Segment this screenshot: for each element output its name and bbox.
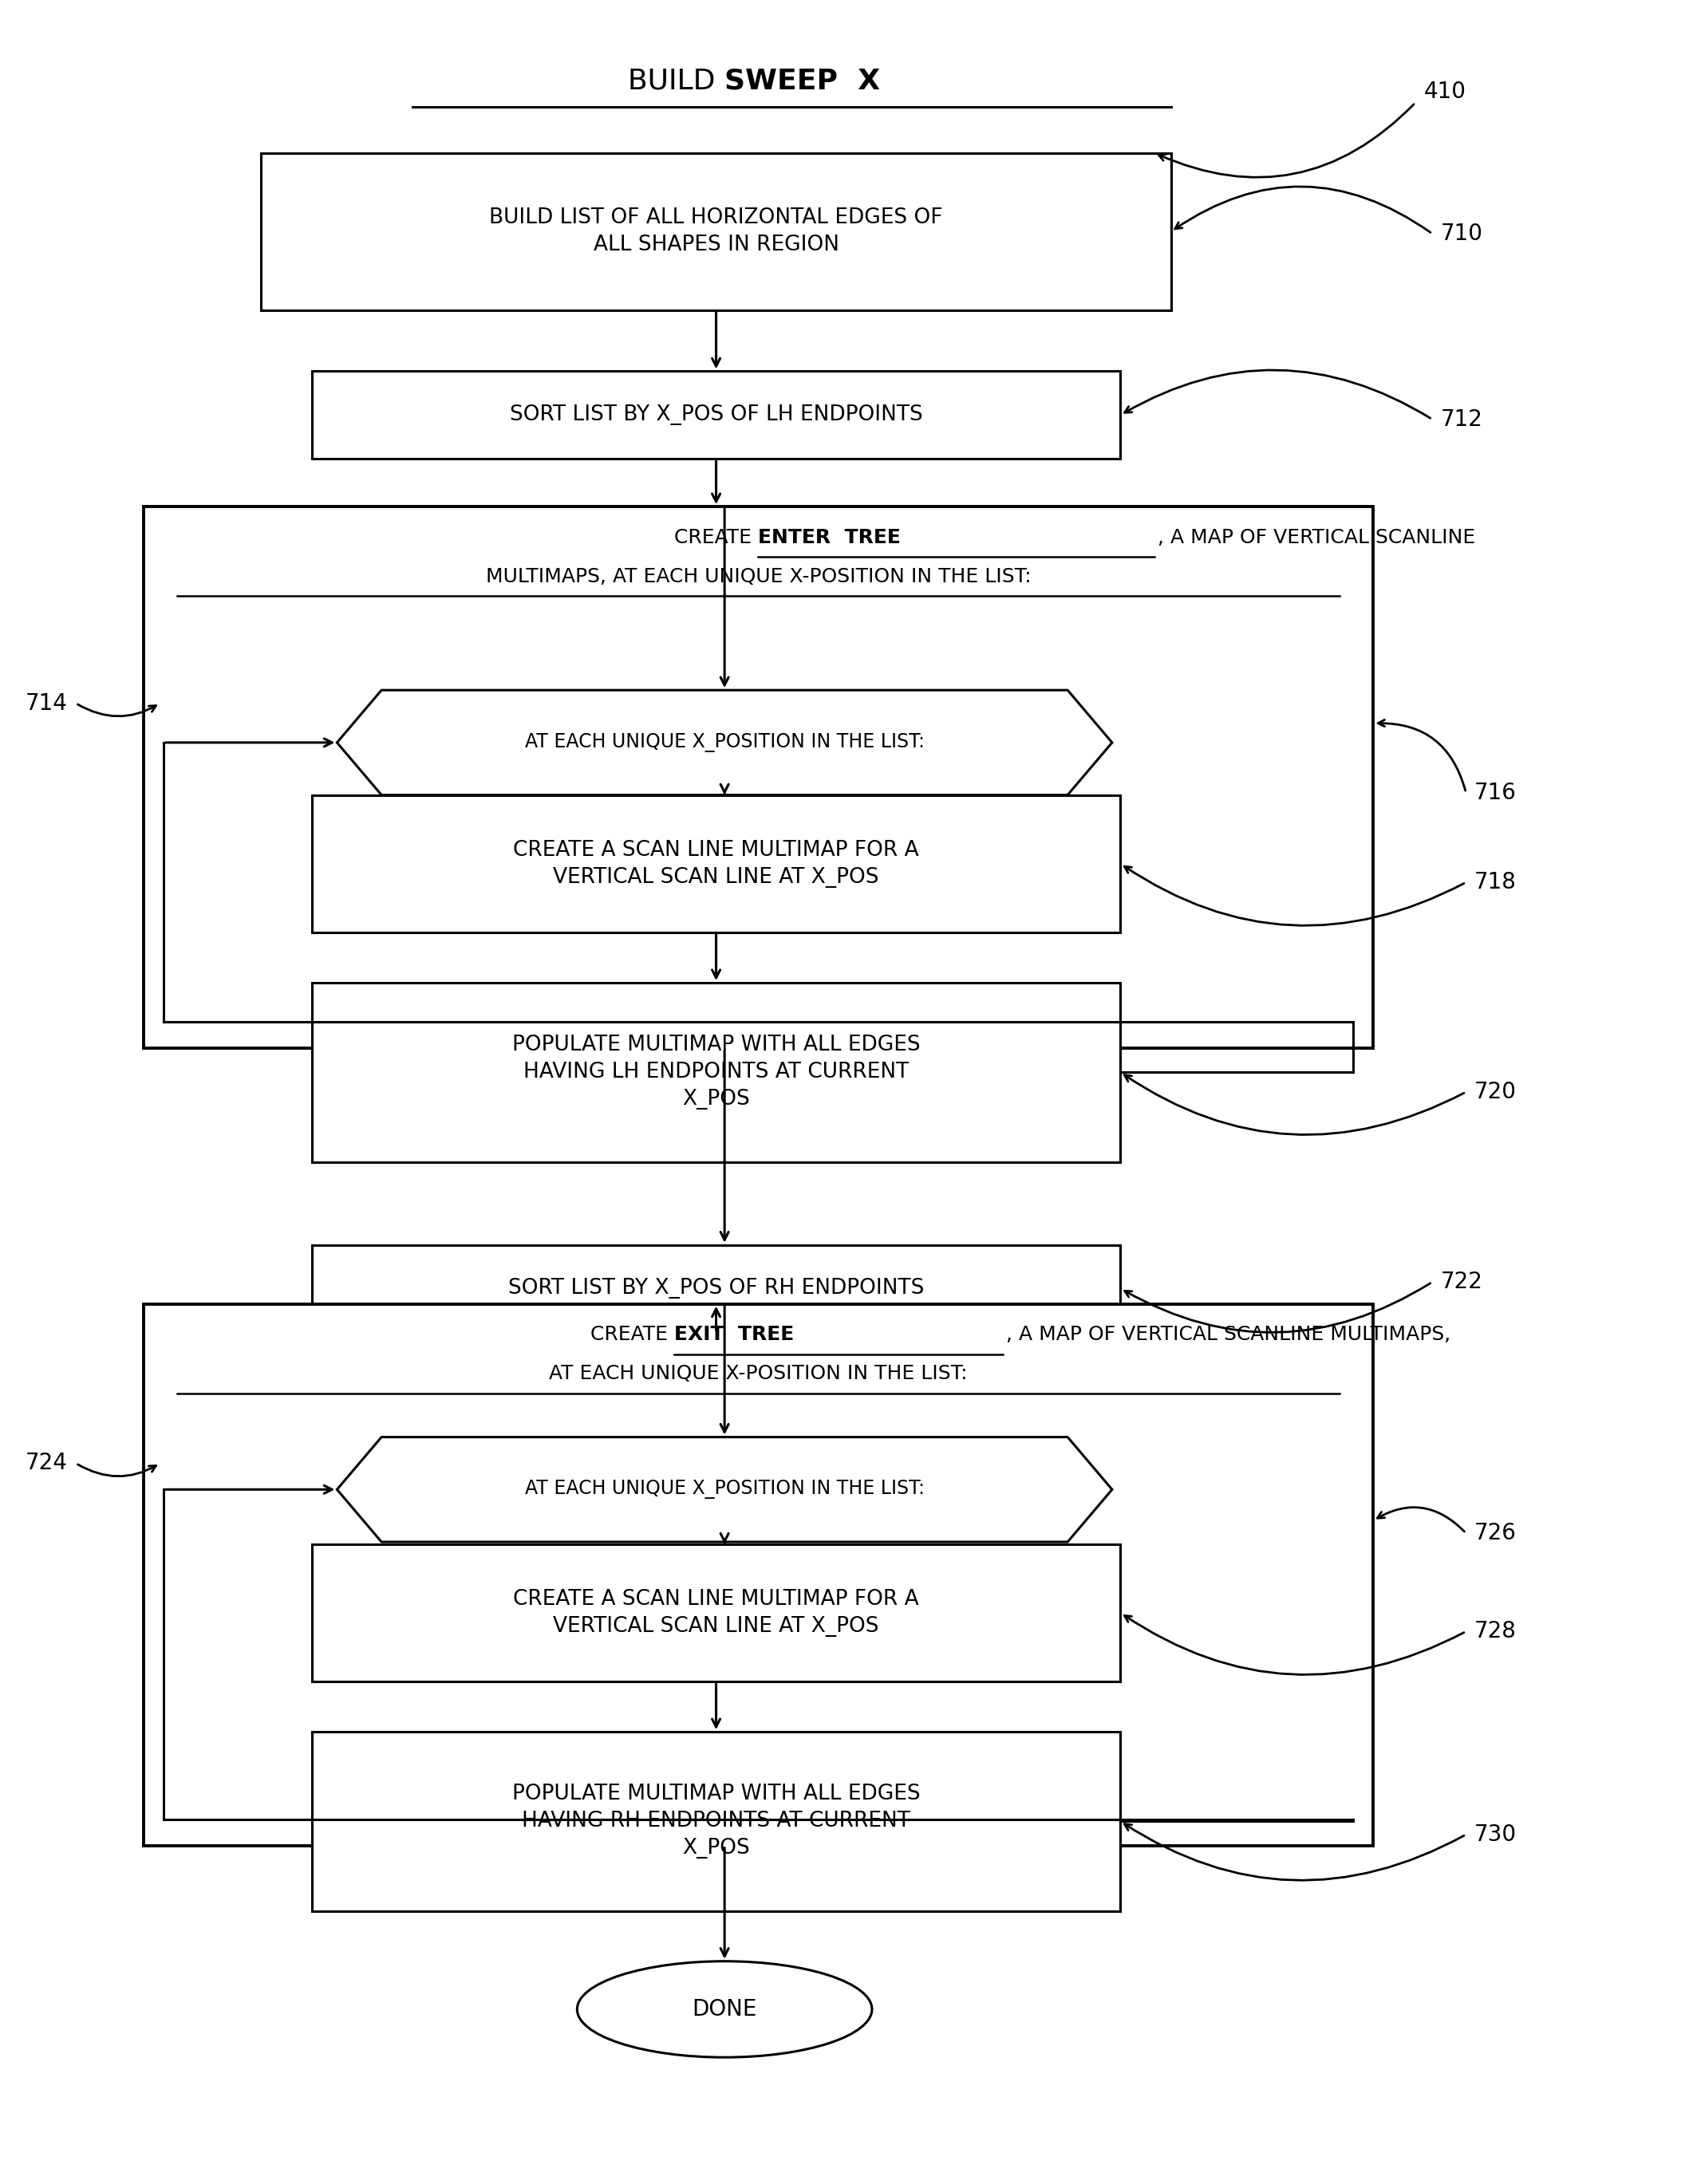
Text: CREATE A SCAN LINE MULTIMAP FOR A
VERTICAL SCAN LINE AT X_POS: CREATE A SCAN LINE MULTIMAP FOR A VERTIC… — [514, 841, 918, 887]
Text: 728: 728 — [1474, 1621, 1516, 1642]
Text: 730: 730 — [1474, 1824, 1516, 1845]
Text: 718: 718 — [1474, 871, 1516, 893]
Bar — [312, 795, 1121, 933]
Text: 716: 716 — [1474, 782, 1516, 804]
Text: POPULATE MULTIMAP WITH ALL EDGES
HAVING LH ENDPOINTS AT CURRENT
X_POS: POPULATE MULTIMAP WITH ALL EDGES HAVING … — [512, 1035, 920, 1109]
Text: SORT LIST BY X_POS OF LH ENDPOINTS: SORT LIST BY X_POS OF LH ENDPOINTS — [509, 404, 923, 426]
Bar — [312, 1732, 1121, 1911]
Text: CREATE: CREATE — [590, 1326, 674, 1343]
Polygon shape — [337, 1437, 1112, 1542]
Text: 722: 722 — [1441, 1271, 1483, 1293]
Text: MULTIMAPS, AT EACH UNIQUE X-POSITION IN THE LIST:: MULTIMAPS, AT EACH UNIQUE X-POSITION IN … — [485, 568, 1031, 585]
Text: AT EACH UNIQUE X_POSITION IN THE LIST:: AT EACH UNIQUE X_POSITION IN THE LIST: — [524, 734, 925, 751]
Text: , A MAP OF VERTICAL SCANLINE MULTIMAPS,: , A MAP OF VERTICAL SCANLINE MULTIMAPS, — [1006, 1326, 1451, 1343]
Text: 720: 720 — [1474, 1081, 1516, 1103]
Text: 710: 710 — [1441, 223, 1483, 245]
Bar — [312, 983, 1121, 1162]
Text: 712: 712 — [1441, 408, 1483, 430]
Text: CREATE A SCAN LINE MULTIMAP FOR A
VERTICAL SCAN LINE AT X_POS: CREATE A SCAN LINE MULTIMAP FOR A VERTIC… — [514, 1590, 918, 1636]
Bar — [312, 1544, 1121, 1682]
Polygon shape — [337, 690, 1112, 795]
Text: AT EACH UNIQUE X-POSITION IN THE LIST:: AT EACH UNIQUE X-POSITION IN THE LIST: — [549, 1365, 967, 1382]
Text: AT EACH UNIQUE X_POSITION IN THE LIST:: AT EACH UNIQUE X_POSITION IN THE LIST: — [524, 1481, 925, 1498]
Text: SWEEP  X: SWEEP X — [725, 68, 880, 94]
Bar — [312, 371, 1121, 459]
Text: 714: 714 — [25, 692, 67, 714]
Text: 726: 726 — [1474, 1522, 1516, 1544]
Text: BUILD LIST OF ALL HORIZONTAL EDGES OF
ALL SHAPES IN REGION: BUILD LIST OF ALL HORIZONTAL EDGES OF AL… — [489, 207, 944, 256]
Bar — [143, 507, 1373, 1048]
Text: EXIT  TREE: EXIT TREE — [674, 1326, 794, 1343]
Ellipse shape — [576, 1961, 873, 2057]
Text: CREATE: CREATE — [674, 529, 758, 546]
Text: 724: 724 — [25, 1452, 67, 1474]
Bar — [143, 1304, 1373, 1845]
Text: BUILD: BUILD — [629, 68, 725, 94]
Bar — [261, 153, 1171, 310]
Bar — [312, 1245, 1121, 1332]
Text: 410: 410 — [1424, 81, 1466, 103]
Text: ENTER  TREE: ENTER TREE — [758, 529, 901, 546]
Text: DONE: DONE — [693, 1998, 757, 2020]
Text: SORT LIST BY X_POS OF RH ENDPOINTS: SORT LIST BY X_POS OF RH ENDPOINTS — [509, 1278, 923, 1299]
Text: POPULATE MULTIMAP WITH ALL EDGES
HAVING RH ENDPOINTS AT CURRENT
X_POS: POPULATE MULTIMAP WITH ALL EDGES HAVING … — [512, 1784, 920, 1859]
Text: , A MAP OF VERTICAL SCANLINE: , A MAP OF VERTICAL SCANLINE — [1158, 529, 1476, 546]
